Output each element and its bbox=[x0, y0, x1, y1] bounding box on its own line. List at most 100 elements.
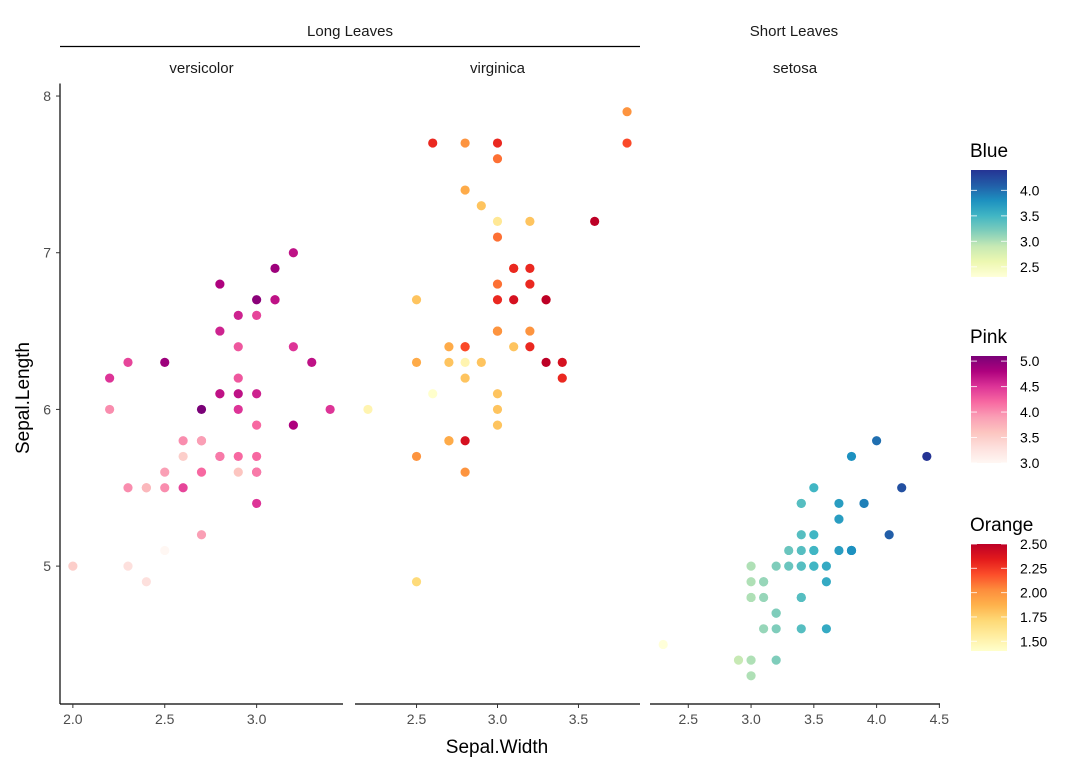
data-point bbox=[622, 138, 632, 148]
data-point bbox=[492, 389, 503, 399]
data-point bbox=[178, 436, 188, 446]
data-point bbox=[525, 263, 535, 273]
panel-virginica: virginica 2.5 3.0 3.5 bbox=[355, 60, 640, 727]
legend-tick-label: 2.50 bbox=[1020, 536, 1047, 552]
data-point bbox=[123, 483, 133, 493]
data-point bbox=[796, 592, 806, 603]
data-point bbox=[196, 404, 207, 415]
data-point bbox=[288, 248, 298, 258]
data-point bbox=[746, 671, 756, 681]
panel-strip-label: virginica bbox=[470, 60, 526, 77]
legend-tick-label: 2.25 bbox=[1020, 560, 1047, 576]
data-point bbox=[196, 436, 207, 446]
data-point bbox=[525, 279, 535, 289]
legend-title: Pink bbox=[970, 327, 1007, 348]
data-point bbox=[746, 655, 756, 665]
data-point bbox=[105, 373, 115, 383]
data-point bbox=[509, 263, 519, 273]
data-point bbox=[68, 561, 78, 571]
legend-tick-label: 4.5 bbox=[1020, 379, 1040, 395]
legend-title: Orange bbox=[970, 515, 1033, 536]
data-point bbox=[252, 451, 262, 462]
data-point bbox=[233, 310, 243, 321]
data-point bbox=[460, 373, 470, 383]
legend-tick-label: 4.0 bbox=[1020, 404, 1040, 420]
data-point bbox=[759, 577, 769, 587]
data-point bbox=[509, 342, 519, 352]
strip-group-short-leaves: Short Leaves bbox=[750, 23, 838, 40]
data-point bbox=[525, 342, 535, 352]
data-point bbox=[160, 357, 170, 368]
y-axis-title: Sepal.Length bbox=[13, 342, 34, 454]
data-point bbox=[733, 655, 744, 665]
data-point bbox=[796, 530, 806, 540]
data-point bbox=[252, 420, 262, 430]
legend-blue: Blue 4.0 3.5 3.0 2.5 bbox=[970, 141, 1040, 277]
data-point bbox=[492, 326, 503, 336]
panel-setosa: setosa 2.5 3.0 3.5 4.0 4.5 bbox=[650, 60, 949, 727]
legend-pink: Pink 5.0 4.5 4.0 3.5 3.0 bbox=[970, 327, 1040, 471]
data-point bbox=[460, 436, 470, 446]
data-point bbox=[796, 624, 806, 634]
data-point bbox=[215, 451, 225, 462]
data-point bbox=[252, 310, 262, 321]
panel-strip-label: setosa bbox=[773, 60, 818, 77]
data-point bbox=[492, 216, 503, 226]
data-point bbox=[363, 404, 373, 415]
data-point bbox=[252, 467, 262, 477]
data-point bbox=[444, 436, 454, 446]
data-point bbox=[746, 561, 756, 571]
data-point bbox=[444, 342, 454, 352]
data-point bbox=[492, 232, 503, 242]
data-point bbox=[123, 357, 133, 368]
legend-tick-label: 3.5 bbox=[1020, 208, 1040, 224]
legend-colorbar bbox=[971, 544, 1007, 651]
data-point bbox=[796, 545, 806, 556]
data-point bbox=[252, 498, 262, 509]
data-point bbox=[897, 483, 907, 493]
data-point bbox=[252, 389, 262, 399]
data-point bbox=[476, 357, 486, 368]
data-point bbox=[252, 295, 262, 305]
data-point bbox=[411, 295, 422, 305]
data-point bbox=[105, 404, 115, 415]
data-point bbox=[141, 483, 151, 493]
legend-tick-label: 2.5 bbox=[1020, 259, 1040, 275]
data-point bbox=[233, 467, 243, 477]
data-point bbox=[428, 389, 438, 399]
data-point bbox=[178, 483, 188, 493]
panel-versicolor: versicolor 2.0 2.5 3.0 bbox=[60, 60, 343, 727]
data-point bbox=[746, 577, 756, 587]
data-point bbox=[325, 404, 335, 415]
data-point bbox=[492, 279, 503, 289]
x-tick-label: 4.0 bbox=[867, 711, 887, 727]
data-point bbox=[784, 561, 794, 571]
data-point bbox=[525, 326, 535, 336]
legend-colorbar bbox=[971, 356, 1007, 463]
data-point bbox=[821, 561, 831, 571]
data-point bbox=[411, 577, 422, 587]
data-point bbox=[771, 608, 781, 618]
data-point bbox=[846, 545, 857, 556]
data-point bbox=[307, 357, 317, 368]
data-point bbox=[771, 655, 781, 665]
data-point bbox=[428, 138, 438, 148]
y-tick-label: 7 bbox=[43, 245, 51, 261]
y-tick-label: 5 bbox=[43, 558, 51, 574]
data-point bbox=[622, 107, 632, 117]
data-point bbox=[460, 185, 470, 195]
legend-tick-label: 3.0 bbox=[1020, 455, 1040, 471]
x-tick-label: 3.5 bbox=[569, 711, 589, 727]
data-point bbox=[784, 545, 794, 556]
legend-tick-label: 4.0 bbox=[1020, 182, 1040, 198]
data-point bbox=[270, 263, 280, 273]
data-point bbox=[834, 545, 844, 556]
x-axis-title: Sepal.Width bbox=[446, 737, 548, 758]
data-point bbox=[884, 530, 894, 540]
legend-tick-label: 1.50 bbox=[1020, 633, 1047, 649]
data-point bbox=[460, 342, 470, 352]
x-tick-label: 3.5 bbox=[804, 711, 824, 727]
data-point bbox=[160, 545, 170, 556]
legend-tick-label: 1.75 bbox=[1020, 609, 1047, 625]
